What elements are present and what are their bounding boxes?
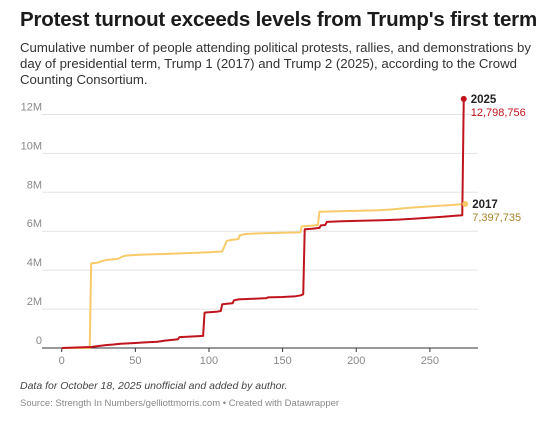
- end-point-2017: [462, 201, 469, 208]
- series-lines: [61, 98, 466, 349]
- x-tick-label: 0: [59, 355, 65, 367]
- y-tick-label: 4M: [27, 257, 42, 269]
- series-value-2025: 12,798,756: [471, 107, 526, 119]
- end-point-2025: [460, 95, 467, 102]
- y-tick-label: 0: [36, 335, 42, 347]
- x-axis: 0 50 100 150 200 250: [59, 348, 439, 367]
- series-value-2017: 7,397,735: [472, 212, 521, 224]
- y-tick-label: 8M: [27, 179, 42, 191]
- x-tick-label: 250: [421, 355, 439, 367]
- x-tick-label: 200: [347, 355, 365, 367]
- y-tick-label: 12M: [21, 101, 42, 113]
- series-label-2025: 2025: [471, 94, 497, 106]
- y-tick-label: 10M: [21, 140, 42, 152]
- y-tick-label: 6M: [27, 218, 42, 230]
- y-tick-label: 2M: [27, 296, 42, 308]
- source-credit: Source: Strength In Numbers/gelliottmorr…: [20, 398, 340, 409]
- chart-title: Protest turnout exceeds levels from Trum…: [20, 8, 537, 31]
- x-tick-label: 100: [200, 355, 218, 367]
- x-tick-label: 150: [273, 355, 291, 367]
- y-axis: 0 2M 4M 6M 8M 10M 12M: [21, 101, 42, 347]
- x-tick-label: 50: [129, 355, 141, 367]
- series-label-2017: 2017: [472, 199, 498, 211]
- gridlines: [42, 113, 478, 349]
- footnote: Data for October 18, 2025 unofficial and…: [20, 380, 288, 392]
- chart-subtitle: Cumulative number of people attending po…: [20, 40, 531, 87]
- series-line-2025: [61, 98, 465, 349]
- series-line-2017: [61, 203, 466, 349]
